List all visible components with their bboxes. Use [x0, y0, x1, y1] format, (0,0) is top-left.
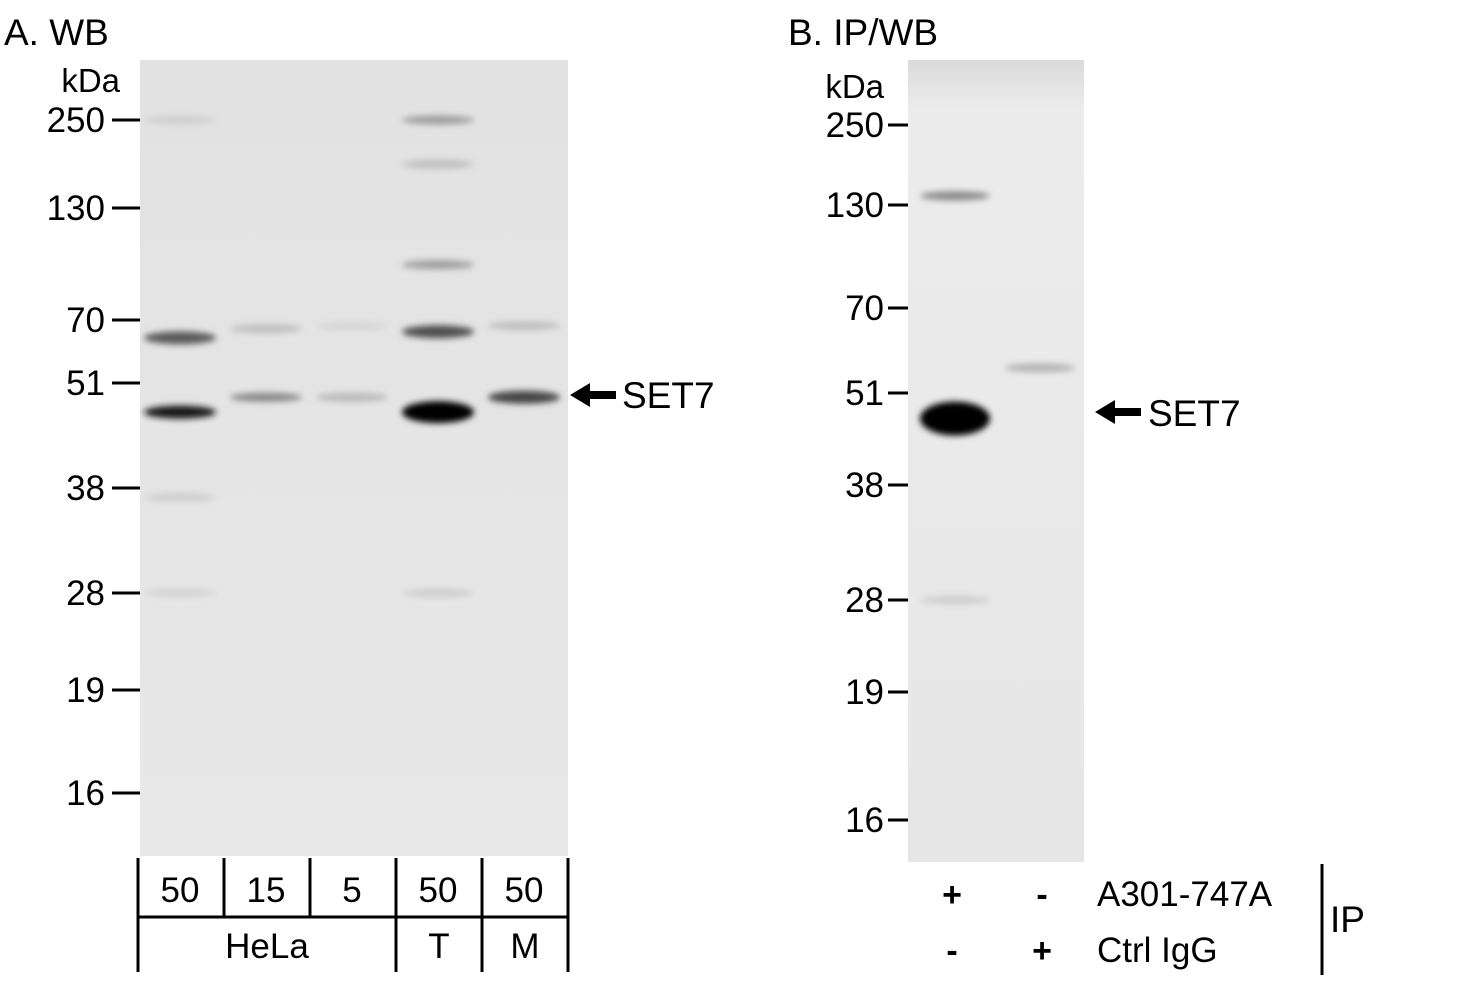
marker-label-38: 38 [66, 469, 105, 508]
protein-band [316, 321, 388, 331]
marker-label-16: 16 [845, 801, 884, 840]
panel-b-target-arrow: SET7 [1095, 393, 1241, 434]
protein-band [488, 390, 560, 404]
panel-b-blot [908, 60, 1084, 862]
sign: - [1036, 876, 1047, 914]
panel-a-title: A. WB [4, 12, 109, 53]
marker-label-250: 250 [826, 106, 884, 145]
panel-b-markers: 250 130 70 51 38 28 19 16 [826, 106, 908, 840]
protein-band [402, 159, 474, 169]
marker-label-28: 28 [845, 581, 884, 620]
protein-band [144, 331, 216, 345]
marker-label-70: 70 [66, 301, 105, 340]
marker-label-51: 51 [845, 374, 884, 413]
protein-band [316, 392, 388, 402]
sample-group-m: M [510, 927, 539, 966]
lane-amount: 5 [342, 871, 361, 910]
marker-label-130: 130 [826, 186, 884, 225]
panel-a-bands [144, 115, 560, 598]
panel-a-lane-amounts: 50 15 5 50 50 [161, 871, 544, 910]
lane-amount: 50 [161, 871, 200, 910]
sign: + [1032, 932, 1052, 970]
marker-label-19: 19 [66, 671, 105, 710]
row-label: A301-747A [1097, 875, 1273, 914]
panel-a-unit: kDa [61, 62, 120, 99]
protein-band [488, 321, 560, 331]
protein-band [920, 401, 990, 436]
marker-label-16: 16 [66, 774, 105, 813]
protein-band [144, 115, 216, 125]
marker-label-51: 51 [66, 364, 105, 403]
protein-band [144, 492, 216, 502]
panel-a-target-label: SET7 [622, 375, 715, 416]
marker-label-19: 19 [845, 673, 884, 712]
arrow-left-icon [570, 383, 616, 407]
panel-a-blot [140, 60, 568, 856]
lane-amount: 15 [247, 871, 286, 910]
ip-row-a301-747a: + - A301-747A [942, 875, 1273, 914]
protein-band [230, 324, 302, 334]
protein-band [402, 115, 474, 125]
panel-a-lane-table [136, 858, 570, 972]
ip-row-ctrl-igg: - + Ctrl IgG [946, 931, 1217, 970]
lane-amount: 50 [419, 871, 458, 910]
protein-band [402, 325, 474, 339]
protein-band [402, 401, 474, 424]
protein-band [230, 392, 302, 402]
sign: - [946, 932, 957, 970]
panel-b-target-label: SET7 [1148, 393, 1241, 434]
ip-group-label: IP [1330, 899, 1365, 940]
row-label: Ctrl IgG [1097, 931, 1218, 970]
protein-band [144, 405, 216, 419]
protein-band [1005, 363, 1075, 373]
protein-band [402, 588, 474, 598]
panel-b-unit: kDa [825, 68, 884, 105]
protein-band [920, 595, 990, 605]
marker-label-130: 130 [47, 189, 105, 228]
marker-label-38: 38 [845, 466, 884, 505]
protein-band [144, 588, 216, 598]
marker-label-250: 250 [47, 101, 105, 140]
arrow-left-icon [1095, 400, 1141, 424]
panel-a-target-arrow: SET7 [570, 375, 715, 416]
panel-a-markers: 250 130 70 51 38 28 19 16 [47, 101, 140, 813]
marker-label-28: 28 [66, 574, 105, 613]
protein-band [402, 260, 474, 270]
sample-group-hela: HeLa [225, 927, 309, 966]
protein-band [920, 191, 990, 201]
panel-b-title: B. IP/WB [788, 12, 938, 53]
sample-group-t: T [428, 927, 449, 966]
marker-label-70: 70 [845, 289, 884, 328]
panel-b-bands [920, 191, 1075, 605]
sign: + [942, 876, 962, 914]
lane-amount: 50 [505, 871, 544, 910]
